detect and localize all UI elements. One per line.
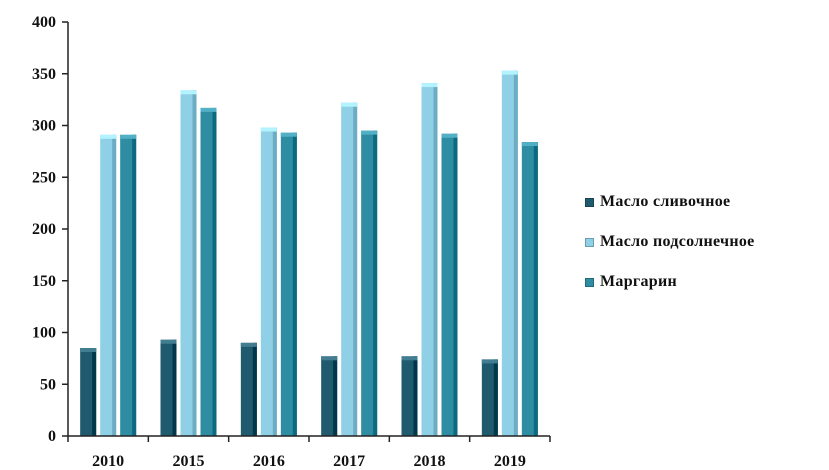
bar-top [100, 134, 117, 139]
bar-sunflower-oil-2016 [260, 127, 277, 436]
bar-side [272, 127, 277, 436]
bar-sunflower-oil-2010 [100, 134, 117, 436]
y-tick-label: 0 [48, 428, 56, 445]
legend-label-sunflower-oil: Масло подсолнечное [600, 233, 755, 250]
bar-side [493, 359, 498, 436]
legend-item-sunflower-oil: Масло подсолнечное [585, 232, 755, 252]
legend-item-butter: Масло сливочное [585, 192, 755, 212]
x-tick-label: 2015 [173, 453, 205, 470]
legend-label-butter: Масло сливочное [600, 193, 731, 210]
bar-top [501, 70, 518, 75]
y-tick-label: 400 [32, 14, 56, 31]
bar-face [240, 342, 257, 436]
bar-side [453, 133, 458, 436]
bar-side [192, 90, 197, 436]
bar-margarine-2017 [361, 130, 378, 437]
bars-group [80, 70, 538, 437]
bar-top [260, 127, 277, 132]
bar-side [513, 70, 518, 437]
bar-side [212, 107, 217, 436]
bar-side [112, 134, 117, 436]
bar-butter-2019 [481, 359, 498, 436]
y-tick-label: 300 [32, 118, 56, 135]
y-tick-label: 200 [32, 221, 56, 238]
bar-sunflower-oil-2018 [421, 83, 438, 436]
bar-side [373, 130, 378, 437]
bar-margarine-2010 [120, 134, 137, 436]
y-tick-label: 50 [40, 376, 56, 393]
bar-top [401, 356, 418, 361]
bar-margarine-2016 [280, 132, 297, 436]
legend-swatch-sunflower-oil [585, 237, 594, 247]
bar-face [120, 134, 137, 436]
bar-top [160, 339, 177, 344]
bar-top [521, 142, 538, 147]
bar-side [252, 342, 257, 436]
bar-top [341, 102, 358, 107]
y-tick-label: 100 [32, 325, 56, 342]
bar-side [353, 102, 358, 436]
bar-side [92, 348, 97, 436]
bar-side [132, 134, 137, 436]
bar-margarine-2015 [200, 107, 217, 436]
bar-side [533, 142, 538, 436]
bar-butter-2017 [321, 356, 338, 436]
x-tick-label: 2016 [253, 453, 285, 470]
bar-top [361, 130, 378, 135]
bar-sunflower-oil-2017 [341, 102, 358, 436]
y-ticks-group: 0 50 100 150 200 250 300 350 400 [32, 14, 68, 445]
x-ticks-group: 2010 2015 2016 2017 2018 2019 [67, 436, 551, 470]
bar-butter-2010 [80, 348, 97, 436]
bar-top [240, 342, 257, 347]
x-tick-label: 2019 [494, 453, 526, 470]
bar-side [333, 356, 338, 436]
bar-butter-2016 [240, 342, 257, 436]
bar-sunflower-oil-2015 [180, 90, 197, 436]
legend-swatch-butter [585, 197, 594, 207]
legend: Масло сливочное Масло подсолнечное Марга… [585, 192, 755, 312]
bar-side [433, 83, 438, 436]
y-tick-label: 350 [32, 66, 56, 83]
x-tick-label: 2018 [414, 453, 446, 470]
bar-top [120, 134, 137, 139]
legend-swatch-margarine [585, 277, 594, 287]
bar-side [292, 132, 297, 436]
bar-top [200, 107, 217, 112]
legend-label-margarine: Маргарин [600, 273, 678, 290]
y-tick-label: 250 [32, 169, 56, 186]
bar-top [441, 133, 458, 138]
bar-sunflower-oil-2019 [501, 70, 518, 437]
bar-top [180, 90, 197, 95]
bar-side [172, 339, 177, 436]
bar-top [321, 356, 338, 361]
legend-item-margarine: Маргарин [585, 272, 755, 292]
bar-margarine-2019 [521, 142, 538, 436]
y-tick-label: 150 [32, 273, 56, 290]
x-tick-label: 2010 [92, 453, 124, 470]
bar-butter-2018 [401, 356, 418, 436]
bar-butter-2015 [160, 339, 177, 436]
bar-top [280, 132, 297, 137]
bar-margarine-2018 [441, 133, 458, 436]
x-tick-label: 2017 [333, 453, 365, 470]
bar-top [80, 348, 97, 353]
bar-top [481, 359, 498, 364]
bar-top [421, 83, 438, 88]
bar-side [413, 356, 418, 436]
